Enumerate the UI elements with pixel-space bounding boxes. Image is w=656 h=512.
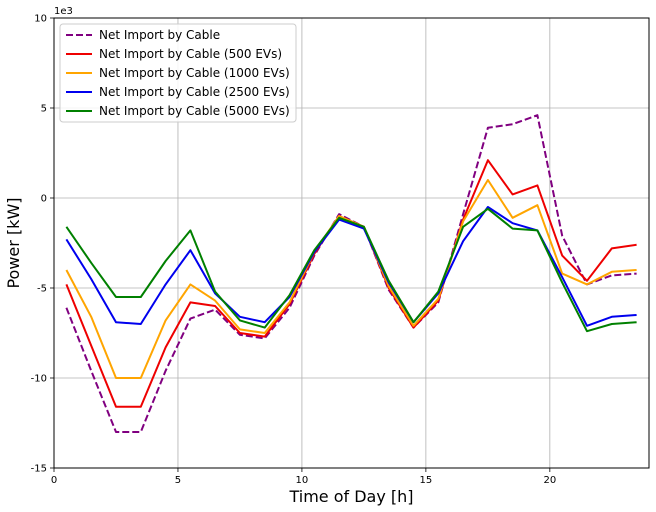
x-axis-label: Time of Day [h] [288, 487, 413, 506]
legend-label: Net Import by Cable (1000 EVs) [99, 66, 290, 80]
ticks: 0 5 10 15 20 -15 -10 -5 0 5 10 [31, 14, 557, 487]
series-line-1 [65, 114, 637, 433]
legend: Net Import by Cable Net Import by Cable (… [59, 23, 297, 123]
y-scale-note: 1e3 [54, 6, 73, 17]
y-tick-label: 0 [41, 194, 47, 205]
legend-box [59, 23, 297, 123]
y-tick-label: -10 [31, 374, 47, 385]
x-tick-label: 20 [543, 475, 556, 486]
y-tick-label: 5 [41, 104, 47, 115]
y-tick-label: 10 [34, 14, 47, 25]
x-tick-label: 15 [420, 475, 433, 486]
legend-label: Net Import by Cable (5000 EVs) [99, 104, 290, 118]
series-line-5 [65, 207, 637, 333]
plot-frame [53, 17, 650, 469]
x-tick-label: 10 [296, 475, 309, 486]
x-tick-label: 0 [51, 475, 57, 486]
y-tick-label: -15 [31, 464, 47, 475]
series-layer [65, 114, 637, 433]
x-tick-label: 5 [175, 475, 181, 486]
y-axis-label: Power [kW] [4, 197, 23, 288]
legend-label: Net Import by Cable (500 EVs) [99, 47, 282, 61]
y-tick-label: -5 [37, 284, 47, 295]
legend-label: Net Import by Cable [99, 28, 220, 42]
legend-label: Net Import by Cable (2500 EVs) [99, 85, 290, 99]
